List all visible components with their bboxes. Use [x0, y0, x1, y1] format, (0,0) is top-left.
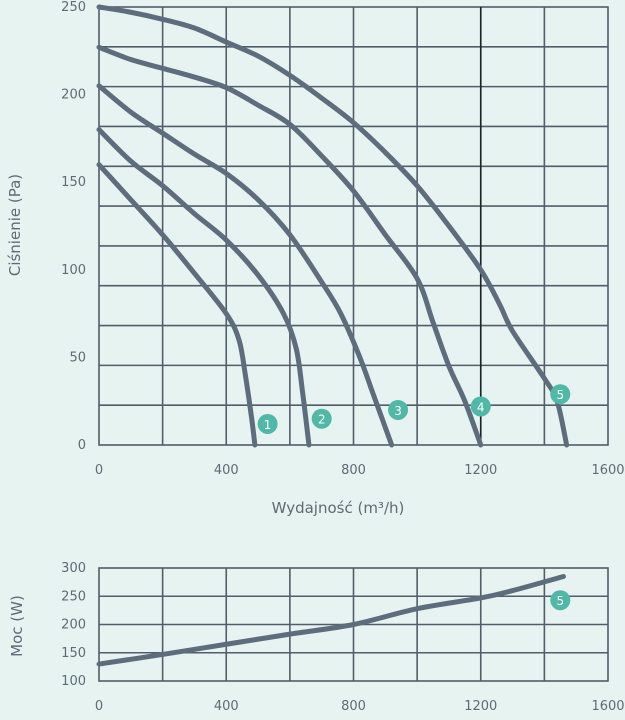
- power-y-tick-label: 250: [61, 589, 86, 604]
- power-x-tick-label: 400: [214, 699, 239, 714]
- pressure-x-tick-label: 800: [341, 463, 366, 478]
- pressure-x-tick-label: 1200: [464, 463, 497, 478]
- pressure-y-tick-label: 0: [78, 438, 86, 453]
- pressure-y-tick-label: 150: [61, 175, 86, 190]
- pressure-marker-circle: [470, 396, 491, 417]
- pressure-plot-frame: [98, 6, 609, 446]
- power-marker-circle: [550, 590, 571, 611]
- pressure-x-tick-label: 1600: [591, 463, 624, 478]
- pressure-marker-circle: [257, 413, 278, 434]
- pressure-marker-label: 2: [318, 413, 326, 427]
- power-marker-5: 5: [550, 590, 571, 611]
- pressure-marker-4: 4: [470, 396, 491, 417]
- pressure-marker-1: 1: [257, 413, 278, 434]
- power-y-tick-label: 200: [61, 618, 86, 633]
- pressure-marker-2: 2: [311, 408, 332, 429]
- power-curve-5: [96, 573, 566, 667]
- pressure-chart-xlabel: Wydajność (m³/h): [272, 499, 405, 517]
- pressure-y-tick-label: 100: [61, 263, 86, 278]
- pressure-x-tick-label: 400: [214, 463, 239, 478]
- pressure-curve-5: [96, 4, 570, 448]
- power-x-tick-label: 1200: [464, 699, 497, 714]
- power-y-tick-label: 300: [61, 561, 86, 576]
- power-chart-ylabel: Moc (W): [8, 595, 26, 657]
- pressure-curve-3: [96, 83, 395, 448]
- pressure-marker-label: 4: [477, 400, 485, 414]
- pressure-marker-circle: [550, 384, 571, 405]
- pressure-marker-label: 5: [556, 388, 564, 402]
- pressure-marker-5: 5: [550, 384, 571, 405]
- power-x-tick-label: 1600: [591, 699, 624, 714]
- pressure-y-tick-label: 200: [61, 88, 86, 103]
- power-marker-label: 5: [556, 594, 564, 608]
- power-plot-frame: [98, 567, 609, 682]
- power-x-tick-label: 0: [95, 699, 103, 714]
- pressure-y-tick-label: 50: [69, 350, 86, 365]
- pressure-chart-ylabel: Ciśnienie (Pa): [6, 174, 24, 276]
- power-x-tick-label: 800: [341, 699, 366, 714]
- pressure-y-tick-label: 250: [61, 0, 86, 15]
- power-y-tick-label: 100: [61, 674, 86, 689]
- pressure-marker-circle: [388, 399, 409, 420]
- power-y-tick-label: 150: [61, 646, 86, 661]
- pressure-curve-1: [96, 162, 258, 448]
- pressure-curve-4: [96, 44, 484, 448]
- pressure-marker-label: 1: [264, 418, 272, 432]
- pressure-marker-label: 3: [394, 404, 402, 418]
- pressure-marker-circle: [311, 408, 332, 429]
- pressure-curve-2: [96, 127, 312, 448]
- pressure-x-tick-label: 0: [95, 463, 103, 478]
- pressure-chart: 0 400 800 1200 1600 0 50 100 150 200 250 1 2 3 4 5: [61, 0, 624, 478]
- power-chart: 0 400 800 1200 1600 100 150 200 250 300 5: [61, 561, 624, 714]
- pressure-marker-3: 3: [388, 399, 409, 420]
